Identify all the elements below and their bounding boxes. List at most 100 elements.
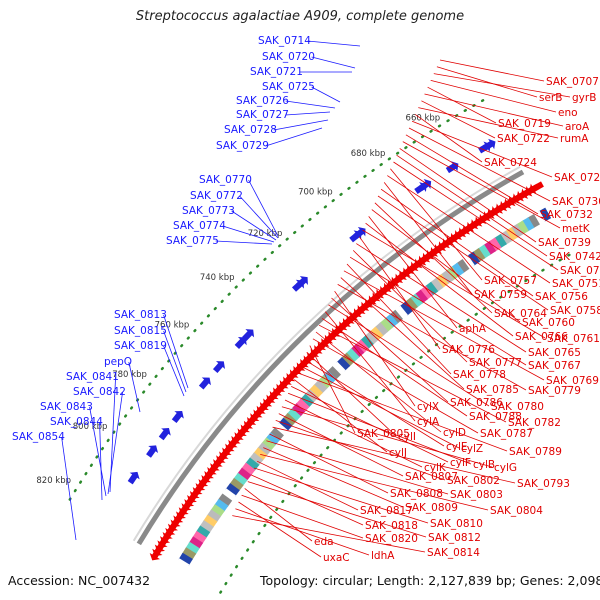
blue-label-leader [239,195,279,239]
red-label-leader [427,86,497,124]
red-label-leader [399,148,537,243]
gene-category-block [229,477,244,492]
red-label-leader [433,73,571,98]
gene-category-block [331,361,346,376]
gene-category-block [340,352,355,367]
red-label-leader [247,481,427,538]
blue-label-leader [107,391,123,495]
gene-category-block [261,437,276,452]
red-label-leader [377,195,549,311]
reverse-gene-label: SAK_0788 [469,411,522,423]
reverse-gene-label: SAK_0776 [442,344,495,356]
blue-label-leader [285,100,336,109]
kbp-tick-label: 740 kbp [200,273,235,283]
red-label-leader [232,515,426,553]
gene-category-block [384,313,399,329]
forward-gene-arrow [212,361,226,374]
gene-category-block [456,258,470,274]
forward-gene-arrow [291,279,304,292]
red-label-leader [368,216,458,329]
reverse-gene-label: SAK_0732 [540,209,593,221]
reverse-gene-label: SAK_0757 [484,275,537,287]
gene-category-block [322,370,337,385]
gene-category-block [424,281,439,297]
reverse-gene-label: metK [562,223,591,235]
map-title: Streptococcus agalactiae A909, complete … [135,9,465,24]
red-label-leader [371,209,521,323]
gene-category-block [364,330,379,346]
gene-category-block [445,266,459,281]
gene-category-block [450,262,465,278]
reverse-gene-label: SAK_0809 [405,502,458,514]
reverse-gene-label: SAK_0769 [546,375,599,387]
gene-category-block [257,442,272,457]
gene-category-block [359,335,374,350]
gene-category-block [192,530,207,545]
red-label-leader [380,188,534,297]
gene-category-block [221,488,236,502]
blue-label-leader [307,40,361,47]
gene-category-block [488,237,502,252]
red-label-leader [253,467,429,524]
reverse-gene-label: SAK_0814 [427,547,480,559]
red-label-leader [272,426,516,484]
forward-gene-label: SAK_0843 [40,401,93,413]
gene-category-block [419,285,434,301]
red-label-leader [306,352,397,437]
genome-backbone [136,169,525,546]
reverse-gene-label: SAK_0808 [390,488,443,500]
blue-label-leader [248,179,279,237]
kbp-tick-label: 800 kbp [73,422,108,432]
gene-category-block [399,301,413,316]
red-label-leader [266,440,449,495]
forward-gene-arrow [158,428,171,441]
reverse-gene-label: SAK_0724 [484,157,537,169]
reverse-gene-label: SAK_0766 [515,331,568,343]
red-label-leader [241,494,364,539]
red-label-leader [256,460,359,511]
gene-category-block [291,403,306,418]
gene-category-block [282,412,297,427]
red-label-leader [337,284,527,391]
red-label-leader [334,290,416,407]
reverse-gene-label: SAK_0782 [508,417,561,429]
forward-gene-label: SAK_0815 [114,325,167,337]
red-label-leader [365,222,514,337]
forward-gene-arrow [234,337,247,350]
red-label-leader [352,250,468,363]
blue-label-leader [163,330,187,393]
forward-gene-label: pepQ [104,356,132,368]
gene-category-block [440,270,454,285]
red-label-leader [418,107,559,139]
gene-category-block [225,483,240,497]
reverse-gene-label: SAK_0787 [480,428,533,440]
red-label-leader [383,182,473,295]
reverse-gene-label: SAK_0812 [428,532,481,544]
reverse-gene-label: SAK_0817 [360,505,413,517]
reverse-gene-label: uxaC [323,552,350,564]
gene-category-block [336,357,351,372]
reverse-gene-label: SAK_0756 [535,291,588,303]
blue-label-leader [215,240,273,245]
kbp-tick-label: 700 kbp [298,187,333,197]
forward-gene-label: SAK_0844 [50,416,103,428]
reverse-gene-label: SAK_0760 [522,317,575,329]
kbp-tick-label: 720 kbp [248,229,283,239]
red-label-leader [312,338,479,434]
reverse-gene-label: cylK [424,462,447,474]
reverse-gene-label: SAK_0804 [490,505,543,517]
reverse-gene-label: aphA [459,323,487,335]
gene-category-block [217,493,233,508]
blue-label-leader [265,127,323,147]
red-label-leader [281,406,493,468]
forward-gene-label: SAK_0842 [73,386,126,398]
blue-label-leader [311,86,341,103]
reverse-gene-label: SAK_0793 [517,478,570,490]
blue-label-leader [99,421,103,501]
reverse-gene-label: ldhA [371,550,395,562]
gene-category-block [206,509,222,523]
red-label-leader [275,420,446,481]
red-label-leader [278,413,404,477]
reverse-gene-label: SAK_0739 [538,237,591,249]
red-label-leader [297,372,508,452]
